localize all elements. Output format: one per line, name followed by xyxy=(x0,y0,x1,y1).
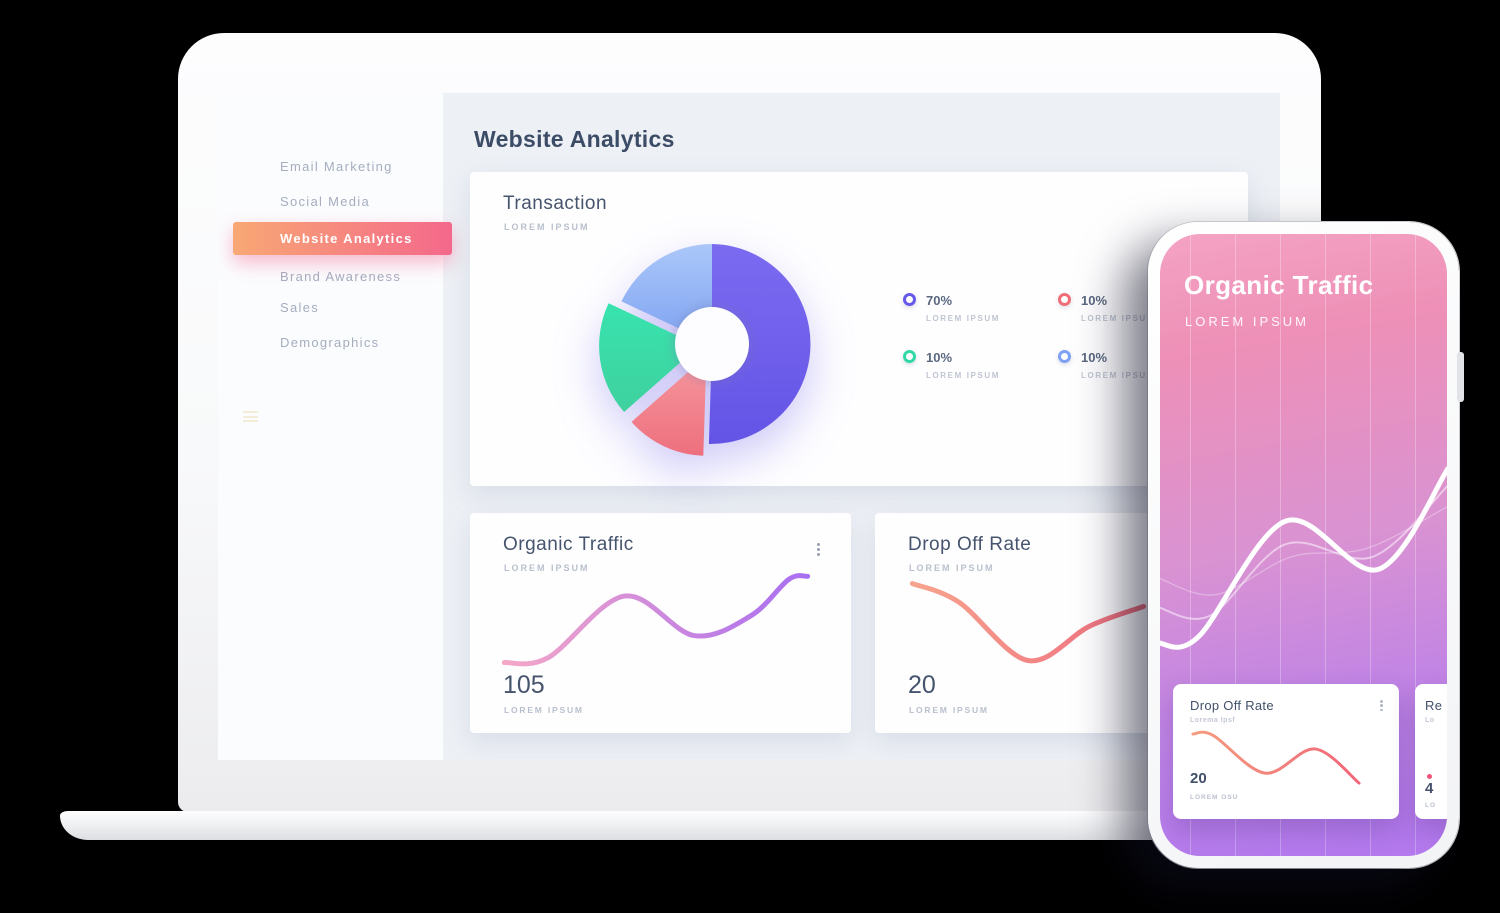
phone-wave-chart xyxy=(1160,456,1447,666)
legend-value: 70% xyxy=(926,293,953,308)
phone-mini-line-chart xyxy=(1185,726,1385,788)
legend-swatch-purple-icon xyxy=(903,293,916,306)
dropoff-value: 20 xyxy=(908,671,936,699)
transaction-card-subtitle: LOREM IPSUM xyxy=(504,222,590,232)
phone-page-subtitle: LOREM IPSUM xyxy=(1185,314,1310,329)
legend-value: 10% xyxy=(1081,350,1108,365)
organic-traffic-card: Organic Traffic LOREM IPSUM 105 LOREM IP… xyxy=(470,513,851,733)
legend-label: LOREM IPSUM xyxy=(1081,371,1156,380)
organic-value: 105 xyxy=(503,671,545,699)
transaction-donut-chart xyxy=(599,244,811,456)
sidebar-item-website-analytics[interactable]: Website Analytics xyxy=(233,222,452,255)
status-dot-icon xyxy=(1427,774,1432,779)
sidebar-item-demographics[interactable]: Demographics xyxy=(280,335,380,350)
legend-swatch-blue-icon xyxy=(1058,350,1071,363)
dropoff-value-label: LOREM IPSUM xyxy=(909,705,989,715)
hamburger-menu-icon[interactable] xyxy=(243,411,258,423)
sidebar-item-brand-awareness[interactable]: Brand Awareness xyxy=(280,269,402,284)
organic-traffic-line-chart xyxy=(498,569,814,673)
phone-card-value: 4 xyxy=(1425,780,1434,797)
legend-item: 10% LOREM IPSUM xyxy=(1058,292,1213,323)
legend-label: LOREM IPSUM xyxy=(926,371,1001,380)
phone-partial-card: Re Lo 4 LO xyxy=(1415,684,1447,819)
legend-item: 10% LOREM IPSUM xyxy=(1058,349,1213,380)
legend-item: 10% LOREM IPSUM xyxy=(903,349,1058,380)
phone-card-value-label: LO xyxy=(1425,802,1437,809)
page-title: Website Analytics xyxy=(474,126,675,152)
phone-card-value: 20 xyxy=(1190,770,1207,787)
phone-card-value-label: LOREM OSU xyxy=(1190,794,1239,801)
phone-card-subtitle: Lorema Ipsf xyxy=(1190,717,1236,724)
legend-item: 70% LOREM IPSUM xyxy=(903,292,1058,323)
sidebar-item-sales[interactable]: Sales xyxy=(280,300,320,315)
legend-label: LOREM IPSUM xyxy=(926,314,1001,323)
phone-drop-off-card: Drop Off Rate Lorema Ipsf 20 LOREM OSU xyxy=(1173,684,1399,819)
sidebar: Email Marketing Social Media Website Ana… xyxy=(218,93,452,760)
legend-swatch-green-icon xyxy=(903,350,916,363)
donut-legend: 70% LOREM IPSUM 10% LOREM IPSUM 10% LORE… xyxy=(903,292,1213,380)
legend-swatch-red-icon xyxy=(1058,293,1071,306)
sidebar-item-email-marketing[interactable]: Email Marketing xyxy=(280,159,393,174)
drop-off-rate-line-chart xyxy=(905,569,1151,673)
legend-value: 10% xyxy=(1081,293,1108,308)
phone-side-button xyxy=(1457,352,1464,402)
phone-card-title: Drop Off Rate xyxy=(1190,698,1274,713)
transaction-card: Transaction LOREM IPSUM 70% LOREM IPSUM … xyxy=(470,172,1248,486)
organic-card-title: Organic Traffic xyxy=(503,534,634,555)
phone-frame: Organic Traffic LOREM IPSUM Drop Off Rat… xyxy=(1148,222,1464,868)
kebab-menu-icon[interactable] xyxy=(817,543,821,558)
phone-screen: Organic Traffic LOREM IPSUM Drop Off Rat… xyxy=(1160,234,1447,856)
dashboard-screen: Email Marketing Social Media Website Ana… xyxy=(218,93,1280,760)
phone-card-subtitle: Lo xyxy=(1425,717,1435,724)
dropoff-card-subtitle: LOREM IPSUM xyxy=(909,563,995,573)
organic-card-subtitle: LOREM IPSUM xyxy=(504,563,590,573)
drop-off-rate-card: Drop Off Rate LOREM IPSUM 20 LOREM IPSUM xyxy=(875,513,1158,733)
transaction-card-title: Transaction xyxy=(503,193,608,214)
phone-card-title: Re xyxy=(1425,698,1443,713)
legend-label: LOREM IPSUM xyxy=(1081,314,1156,323)
kebab-menu-icon[interactable] xyxy=(1380,700,1383,713)
dropoff-card-title: Drop Off Rate xyxy=(908,534,1032,555)
sidebar-item-social-media[interactable]: Social Media xyxy=(280,194,371,209)
phone-page-title: Organic Traffic xyxy=(1184,270,1374,300)
organic-value-label: LOREM IPSUM xyxy=(504,705,584,715)
legend-value: 10% xyxy=(926,350,953,365)
